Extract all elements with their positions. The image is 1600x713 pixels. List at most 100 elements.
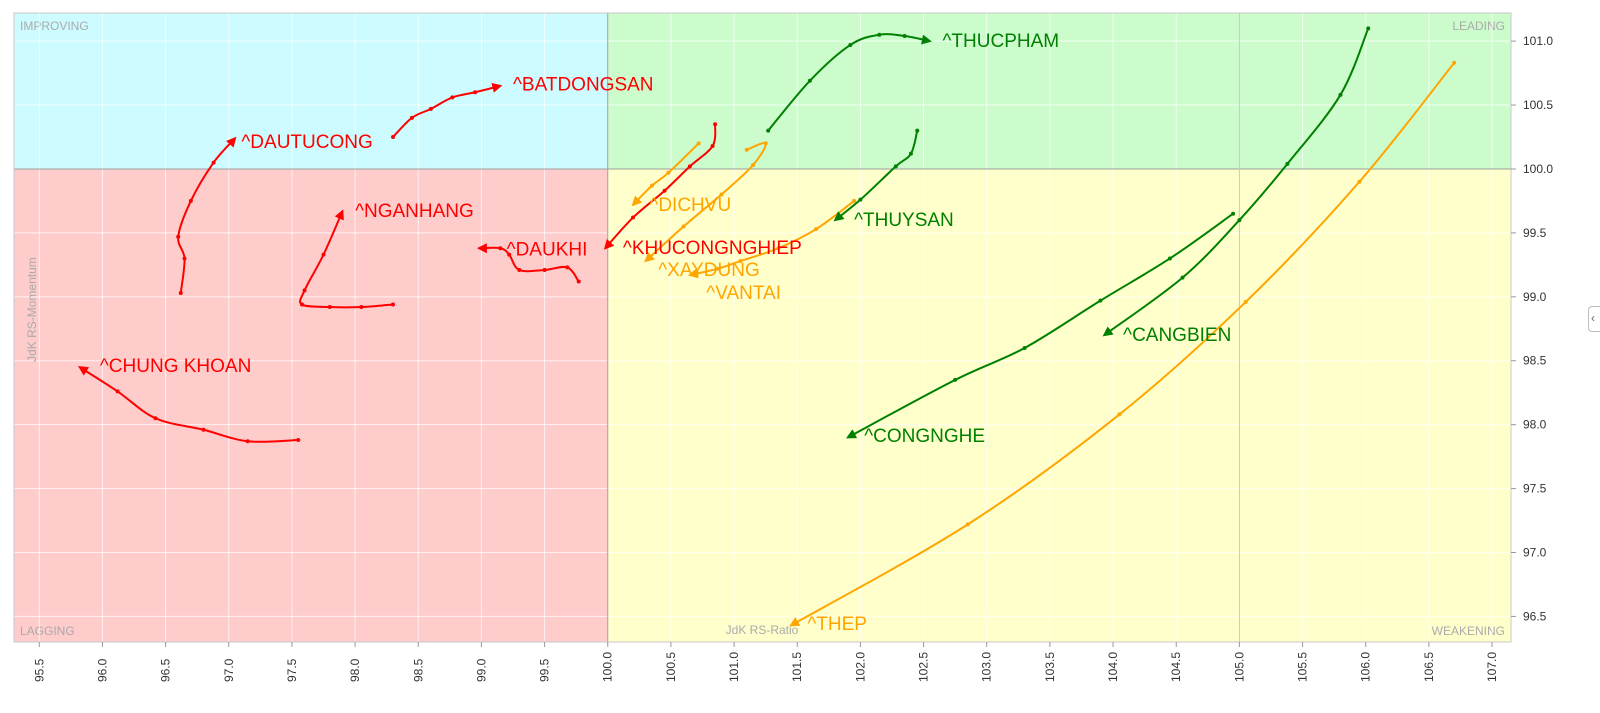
- series-point: [245, 439, 250, 444]
- series-point: [1231, 211, 1236, 216]
- series-point: [450, 95, 455, 100]
- x-tick-label: 106.5: [1422, 652, 1436, 682]
- series-point: [359, 305, 364, 310]
- series-label: ^THUYSAN: [854, 210, 954, 231]
- series-point: [715, 266, 720, 271]
- series-point: [409, 115, 414, 120]
- y-tick-label: 98.5: [1523, 354, 1547, 368]
- y-tick-label: 100.0: [1523, 162, 1553, 176]
- series-point: [696, 141, 701, 146]
- y-tick-label: 99.0: [1523, 290, 1547, 304]
- y-tick-label: 99.5: [1523, 226, 1547, 240]
- series-point: [814, 227, 819, 232]
- series-point: [852, 198, 857, 203]
- series-point: [498, 246, 503, 251]
- series-point: [877, 32, 882, 37]
- series-point: [1357, 179, 1362, 184]
- series-point: [902, 34, 907, 39]
- series-point: [1366, 26, 1371, 31]
- series-point: [738, 259, 743, 264]
- x-axis-title: JdK RS-Ratio: [726, 623, 799, 637]
- series-point: [681, 224, 686, 229]
- quadrant-lagging: [14, 168, 608, 642]
- series-label: ^KHUCONGNGHIEP: [623, 238, 802, 259]
- series-point: [1117, 412, 1122, 417]
- plot-border: [13, 12, 1512, 643]
- x-tick-label: 98.0: [348, 658, 362, 682]
- series-point: [1237, 218, 1242, 223]
- collapse-panel-tab[interactable]: ‹: [1588, 306, 1600, 332]
- series-point: [1098, 298, 1103, 303]
- series-point: [390, 135, 395, 140]
- quadrant-label-improving: IMPROVING: [20, 19, 89, 33]
- x-tick-label: 96.0: [95, 658, 109, 682]
- x-tick-label: 98.5: [411, 658, 425, 682]
- series-label: ^XAYDUNG: [658, 260, 759, 281]
- x-tick-label: 105.5: [1296, 652, 1310, 682]
- series-line: [687, 200, 855, 279]
- x-tick-label: 106.0: [1359, 652, 1373, 682]
- series-point: [908, 151, 913, 156]
- quadrant-leading: [607, 13, 1511, 169]
- y-tick-label: 100.5: [1523, 98, 1553, 112]
- series-point: [710, 143, 715, 148]
- series-point: [1022, 345, 1027, 350]
- series-label: ^DAUKHI: [507, 240, 588, 261]
- y-tick-label: 101.0: [1523, 34, 1553, 48]
- series-point: [473, 90, 478, 95]
- y-axis-title: JdK RS-Momentum: [25, 257, 39, 362]
- series-label: ^THUCPHAM: [943, 31, 1060, 52]
- x-tick-label: 102.5: [917, 652, 931, 682]
- series-line: [603, 124, 717, 250]
- x-tick-label: 101.5: [790, 652, 804, 682]
- x-tick-label: 100.5: [664, 652, 678, 682]
- x-tick-label: 104.5: [1169, 652, 1183, 682]
- series-point: [507, 252, 512, 257]
- series-line: [789, 62, 1455, 627]
- series-line: [177, 136, 237, 294]
- series-point: [744, 147, 749, 152]
- series-point: [428, 106, 433, 111]
- y-tick-label: 97.5: [1523, 482, 1547, 496]
- series-line: [78, 366, 299, 443]
- series-point: [766, 128, 771, 133]
- quadrant-label-leading: LEADING: [1452, 19, 1505, 33]
- x-tick-label: 101.0: [727, 652, 741, 682]
- series-point: [687, 164, 692, 169]
- series-point: [182, 256, 187, 261]
- series-point: [211, 160, 216, 165]
- series-point: [713, 122, 718, 127]
- x-tick-label: 102.0: [853, 652, 867, 682]
- series-point: [858, 197, 863, 202]
- series-point: [848, 42, 853, 47]
- series-point: [751, 163, 756, 168]
- series-label: ^DAUTUCONG: [241, 132, 372, 153]
- x-tick-label: 105.0: [1232, 652, 1246, 682]
- series-point: [649, 183, 654, 188]
- series-point: [631, 215, 636, 220]
- series-point: [576, 279, 581, 284]
- series-point: [153, 416, 158, 421]
- series-point: [565, 265, 570, 270]
- x-tick-label: 100.0: [601, 652, 615, 682]
- series-point: [776, 246, 781, 251]
- series-point: [1180, 275, 1185, 280]
- series-label: ^CANGBIEN: [1123, 325, 1231, 346]
- series-point: [807, 78, 812, 83]
- x-tick-label: 99.5: [538, 658, 552, 682]
- series-point: [115, 389, 120, 394]
- x-tick-label: 97.5: [285, 658, 299, 682]
- series-point: [176, 234, 181, 239]
- series-point: [915, 128, 920, 133]
- series-point: [953, 377, 958, 382]
- chevron-left-icon: ‹: [1591, 311, 1595, 325]
- series-point: [719, 192, 724, 197]
- series-point: [542, 267, 547, 272]
- y-tick-label: 97.0: [1523, 546, 1547, 560]
- series-point: [1285, 161, 1290, 166]
- series-point: [390, 302, 395, 307]
- series-label: ^NGANHANG: [355, 201, 474, 222]
- series-point: [296, 438, 301, 443]
- series-label: ^BATDONGSAN: [513, 75, 654, 96]
- series-point: [201, 427, 206, 432]
